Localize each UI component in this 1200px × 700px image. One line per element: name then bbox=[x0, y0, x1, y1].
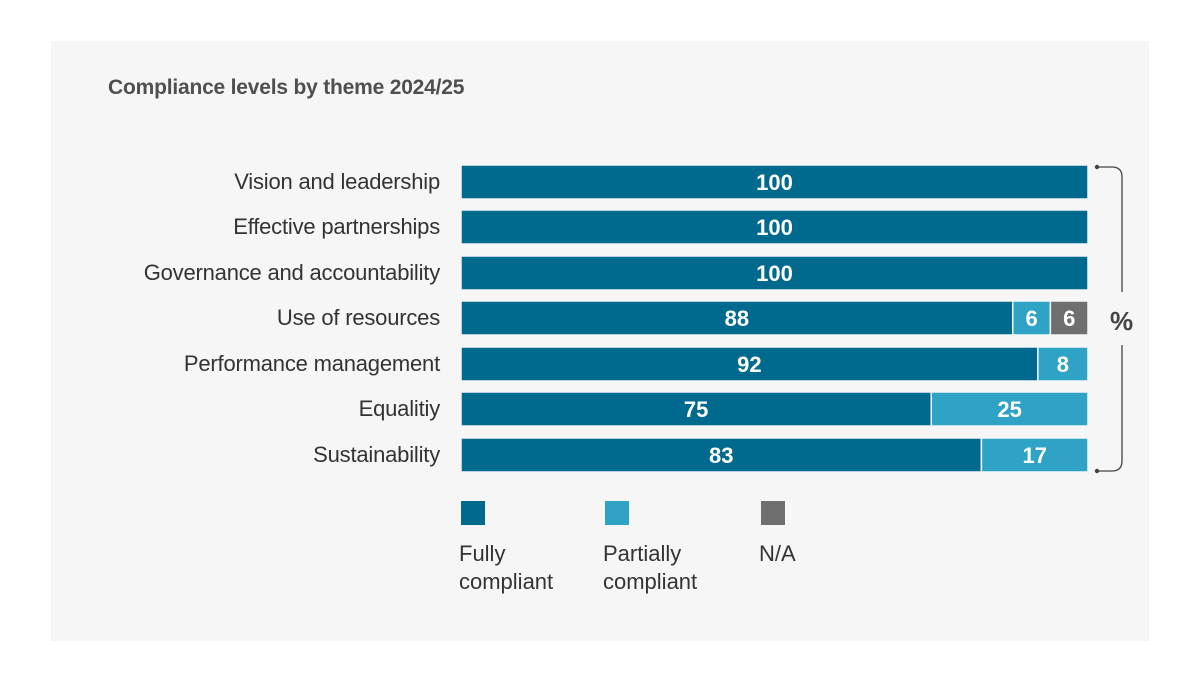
data-label: 6 bbox=[1063, 306, 1075, 331]
bar-segment-partially-compliant bbox=[930, 391, 1089, 427]
legend-text: compliant bbox=[603, 569, 698, 594]
bracket-lower bbox=[1097, 345, 1123, 472]
bar-segment-fully-compliant bbox=[460, 346, 1039, 382]
data-label: 88 bbox=[725, 306, 749, 331]
legend-swatch-partially-compliant bbox=[605, 501, 629, 525]
bar-segment-fully-compliant bbox=[460, 391, 932, 427]
category-label: Performance management bbox=[183, 351, 440, 376]
category-label: Equalitiy bbox=[358, 396, 441, 421]
bar-segment-fully-compliant bbox=[460, 164, 1089, 200]
category-label: Sustainability bbox=[313, 442, 440, 467]
legend-label-partially-compliant: Partially compliant bbox=[603, 540, 763, 596]
legend-label-na: N/A bbox=[759, 540, 919, 568]
bar-segment-fully-compliant bbox=[460, 255, 1089, 291]
data-label: 83 bbox=[709, 443, 733, 468]
legend-label-fully-compliant: Fully compliant bbox=[459, 540, 619, 596]
bars-group: 100 100 100 88 6 6 92 8 75 25 83 17 bbox=[460, 164, 1089, 473]
data-label: 6 bbox=[1025, 306, 1037, 331]
legend-swatch-na bbox=[761, 501, 785, 525]
legend-text: Fully bbox=[459, 541, 506, 566]
data-label: 25 bbox=[997, 397, 1021, 422]
chart-panel bbox=[51, 41, 1149, 641]
bar-segment-fully-compliant bbox=[460, 300, 1014, 336]
category-label: Use of resources bbox=[276, 305, 440, 330]
bar-segment-partially-compliant bbox=[1012, 300, 1052, 336]
data-label: 92 bbox=[737, 352, 761, 377]
legend-text: N/A bbox=[759, 541, 796, 566]
bracket-dot-bottom bbox=[1094, 468, 1100, 474]
data-label: 100 bbox=[756, 261, 793, 286]
bar-segment-partially-compliant bbox=[980, 437, 1089, 473]
percent-bracket bbox=[1094, 164, 1123, 474]
chart-title: Compliance levels by theme 2024/25 bbox=[108, 76, 465, 99]
bar-segment-n-a bbox=[1049, 300, 1089, 336]
data-label: 100 bbox=[756, 215, 793, 240]
bar-segment-fully-compliant bbox=[460, 209, 1089, 245]
bracket-upper bbox=[1097, 166, 1123, 292]
legend-swatch-fully-compliant bbox=[461, 501, 485, 525]
legend-text: Partially bbox=[603, 541, 682, 566]
category-label: Effective partnerships bbox=[233, 214, 440, 239]
data-label: 17 bbox=[1022, 443, 1046, 468]
data-label: 75 bbox=[684, 397, 708, 422]
data-label: 100 bbox=[756, 170, 793, 195]
bar-segment-partially-compliant bbox=[1037, 346, 1089, 382]
category-label: Governance and accountability bbox=[143, 260, 440, 285]
legend-text: compliant bbox=[459, 569, 554, 594]
unit-label: % bbox=[1110, 306, 1134, 336]
bar-segment-fully-compliant bbox=[460, 437, 983, 473]
data-label: 8 bbox=[1057, 352, 1069, 377]
category-label: Vision and leadership bbox=[234, 169, 440, 194]
